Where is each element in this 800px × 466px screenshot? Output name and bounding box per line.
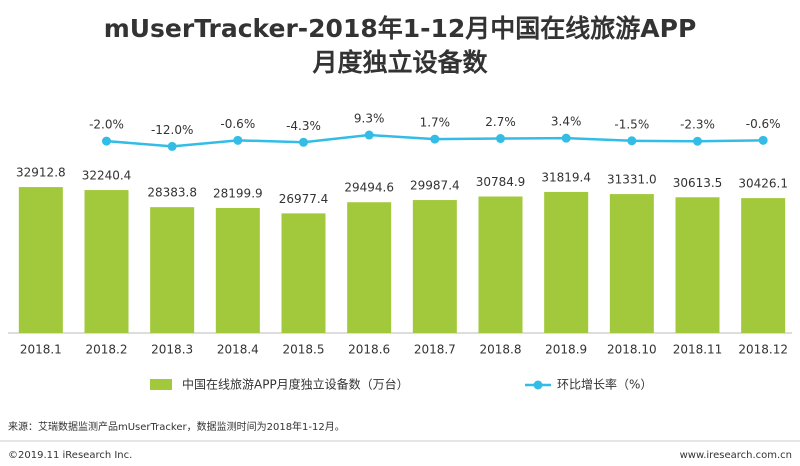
bar <box>478 196 523 333</box>
source-note: 来源：艾瑞数据监测产品mUserTracker，数据监测时间为2018年1-12… <box>8 420 345 433</box>
data-label: 30613.5 <box>673 176 723 190</box>
copyright: ©2019.11 iResearch Inc. <box>8 450 132 461</box>
x-tick-label: 2018.4 <box>217 343 259 357</box>
x-tick-label: 2018.9 <box>545 343 587 357</box>
bar <box>84 190 129 333</box>
legend-label: 环比增长率（%） <box>557 377 652 392</box>
line-point <box>430 134 440 144</box>
chart-title: 月度独立设备数 <box>311 48 488 77</box>
bar <box>281 213 326 333</box>
x-tick-label: 2018.1 <box>20 343 62 357</box>
x-tick-label: 2018.3 <box>151 343 193 357</box>
bar <box>18 187 63 333</box>
bar <box>544 191 589 333</box>
data-label: 9.3% <box>354 112 385 126</box>
data-label: 31819.4 <box>541 170 591 184</box>
x-tick-label: 2018.12 <box>738 343 788 357</box>
bar <box>675 197 720 333</box>
legend-swatch <box>533 380 543 390</box>
data-label: 29494.6 <box>344 181 394 195</box>
line-point <box>167 141 177 151</box>
line-point <box>627 136 637 146</box>
line-point <box>233 135 243 145</box>
data-label: -12.0% <box>151 123 193 137</box>
legend-label: 中国在线旅游APP月度独立设备数（万台） <box>182 377 409 392</box>
data-label: 32240.4 <box>82 169 132 183</box>
x-tick-label: 2018.10 <box>607 343 657 357</box>
x-tick-label: 2018.5 <box>283 343 325 357</box>
line-point <box>693 136 702 146</box>
data-label: -1.5% <box>614 117 649 131</box>
data-label: -0.6% <box>220 117 255 131</box>
bar <box>347 202 392 333</box>
line-point <box>561 133 571 143</box>
x-tick-label: 2018.7 <box>414 343 456 357</box>
legend-swatch <box>150 379 172 390</box>
data-label: -4.3% <box>286 119 321 133</box>
data-label: 28199.9 <box>213 186 263 200</box>
data-label: 30784.9 <box>476 175 526 189</box>
bar <box>215 207 260 333</box>
x-tick-label: 2018.8 <box>480 343 522 357</box>
bar <box>150 207 195 333</box>
data-label: 3.4% <box>551 115 582 129</box>
data-label: -2.3% <box>680 118 715 132</box>
x-tick-label: 2018.6 <box>348 343 390 357</box>
data-label: 2.7% <box>485 115 516 129</box>
bar <box>412 200 457 333</box>
chart-title: mUserTracker-2018年1-12月中国在线旅游APP <box>104 14 697 43</box>
data-label: -0.6% <box>746 117 781 131</box>
website: www.iresearch.com.cn <box>680 450 792 461</box>
line-point <box>496 134 505 144</box>
bar <box>741 198 786 333</box>
line-point <box>102 136 111 146</box>
data-label: 26977.4 <box>279 192 329 206</box>
bar <box>609 194 654 333</box>
data-label: -2.0% <box>89 118 124 132</box>
line-point <box>299 137 308 147</box>
data-label: 29987.4 <box>410 179 460 193</box>
line-point <box>364 130 374 140</box>
data-label: 31331.0 <box>607 173 657 187</box>
data-label: 28383.8 <box>147 186 197 200</box>
data-label: 32912.8 <box>16 166 66 180</box>
line-point <box>758 135 768 145</box>
data-label: 30426.1 <box>738 177 788 191</box>
x-tick-label: 2018.11 <box>673 343 723 357</box>
data-label: 1.7% <box>420 116 451 130</box>
x-tick-label: 2018.2 <box>86 343 128 357</box>
